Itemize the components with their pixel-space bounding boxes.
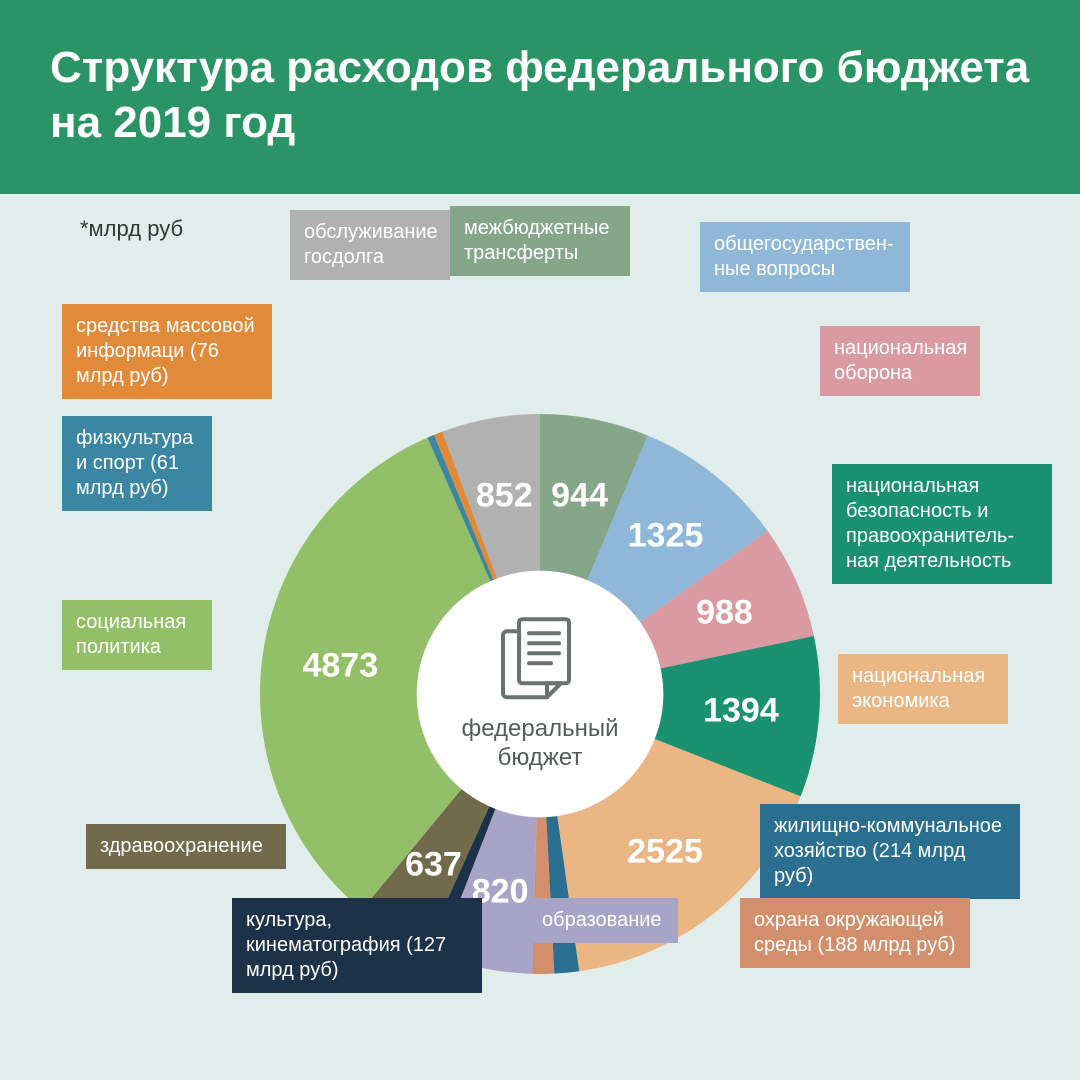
tag-debt: обслуживание госдолга	[290, 210, 450, 280]
slice-value-defense: 988	[696, 593, 753, 632]
tag-education: образование	[528, 898, 678, 943]
document-icon	[499, 615, 581, 703]
header: Структура расходов федерального бюджета …	[0, 0, 1080, 194]
slice-value-social: 4873	[302, 647, 378, 686]
tag-health: здравоохранение	[86, 824, 286, 869]
slice-value-gov_issues: 1325	[628, 517, 704, 556]
tag-media: средства массовой информаци (76 млрд руб…	[62, 304, 272, 399]
tag-culture: культура, кинематография (127 млрд руб)	[232, 898, 482, 993]
tag-social: социальная политика	[62, 600, 212, 670]
page-title: Структура расходов федерального бюджета …	[50, 40, 1030, 150]
donut-center-label: федеральный бюджет	[450, 715, 630, 773]
tag-security: национальная безопасность и правоохранит…	[832, 464, 1052, 584]
slice-value-health: 637	[405, 846, 462, 885]
tag-environment: охрана окружающей среды (188 млрд руб)	[740, 898, 970, 968]
tag-gov_issues: общегосударствен- ные вопросы	[700, 222, 910, 292]
tag-economy: национальная экономика	[838, 654, 1008, 724]
tag-housing: жилищно-коммунальное хозяйство (214 млрд…	[760, 804, 1020, 899]
unit-note: *млрд руб	[80, 216, 183, 242]
main-canvas: *млрд руб федеральный бюджет	[0, 194, 1080, 1080]
tag-sport: физкультура и спорт (61 млрд руб)	[62, 416, 212, 511]
tag-interbudget: межбюджетные трансферты	[450, 206, 630, 276]
slice-value-interbudget: 944	[551, 477, 608, 516]
donut-center: федеральный бюджет	[450, 615, 630, 773]
slice-value-security: 1394	[703, 691, 779, 730]
slice-value-economy: 2525	[627, 833, 703, 872]
tag-defense: национальная оборона	[820, 326, 980, 396]
slice-value-debt: 852	[476, 476, 533, 515]
